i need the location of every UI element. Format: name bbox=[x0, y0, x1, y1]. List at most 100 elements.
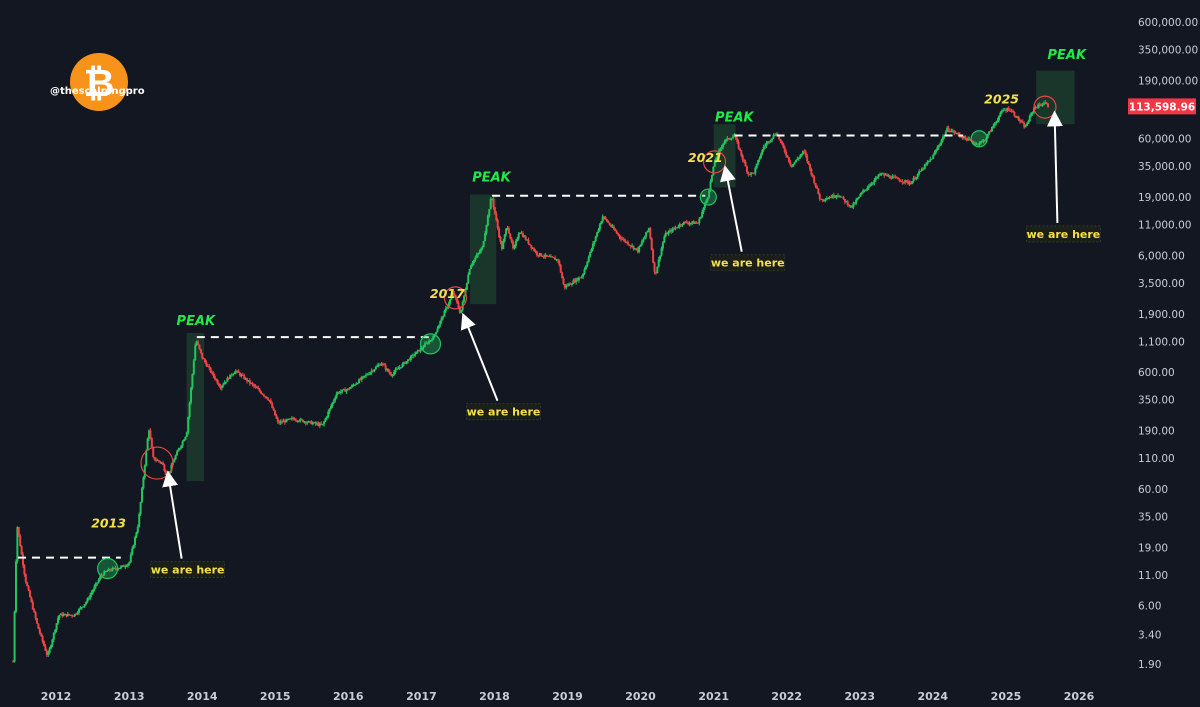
svg-text:₿: ₿ bbox=[84, 61, 115, 105]
candle-body bbox=[663, 236, 666, 243]
current-price-label: 113,598.96 bbox=[1129, 101, 1195, 113]
candle-body bbox=[804, 151, 807, 156]
candle-body bbox=[582, 273, 585, 277]
candle-body bbox=[824, 199, 827, 201]
candle-body bbox=[884, 174, 887, 176]
candle-body bbox=[390, 373, 393, 376]
candle-body bbox=[66, 613, 69, 617]
candle-body bbox=[771, 138, 774, 141]
candle-body bbox=[450, 296, 453, 300]
candle-body bbox=[99, 576, 102, 580]
candle-body bbox=[768, 141, 771, 143]
candle-body bbox=[751, 172, 754, 174]
candle-body bbox=[864, 189, 867, 191]
candle-body bbox=[185, 432, 188, 437]
candle-body bbox=[975, 143, 978, 145]
y-tick-label: 60.00 bbox=[1138, 484, 1168, 496]
candle-body bbox=[489, 198, 492, 210]
candle-body bbox=[411, 354, 414, 356]
candle-body bbox=[622, 239, 625, 241]
candle-body bbox=[313, 422, 316, 424]
candle-body bbox=[181, 441, 184, 446]
candle-body bbox=[174, 455, 177, 460]
candle-body bbox=[610, 225, 613, 227]
breakout-circle bbox=[699, 188, 717, 206]
candle-body bbox=[346, 388, 349, 390]
candle-body bbox=[153, 457, 156, 460]
candle-body bbox=[1045, 102, 1048, 104]
candle-body bbox=[370, 370, 373, 373]
candle-body bbox=[862, 190, 865, 193]
candle-body bbox=[401, 363, 404, 368]
candle-body bbox=[122, 565, 125, 567]
candle-body bbox=[1027, 120, 1030, 124]
candle-body bbox=[156, 460, 159, 462]
candle-body bbox=[877, 174, 880, 178]
candle-body bbox=[486, 215, 489, 226]
candle-body bbox=[530, 244, 533, 248]
candle-body bbox=[738, 148, 741, 151]
candle-body bbox=[337, 392, 340, 394]
x-tick-label: 2022 bbox=[771, 690, 802, 703]
candle-body bbox=[943, 135, 946, 137]
y-tick-label: 350.00 bbox=[1138, 395, 1175, 407]
candle-body bbox=[258, 389, 261, 392]
candle-body bbox=[388, 371, 391, 374]
candle-body bbox=[418, 350, 421, 352]
candle-body bbox=[615, 231, 618, 234]
candle-body bbox=[213, 376, 216, 380]
candle-body bbox=[289, 418, 292, 420]
callout-box bbox=[150, 561, 226, 578]
candle-body bbox=[841, 196, 844, 198]
candle-body bbox=[951, 130, 954, 132]
candle-body bbox=[989, 131, 992, 133]
candle-body bbox=[442, 316, 445, 318]
current-price-badge bbox=[1128, 98, 1196, 115]
y-tick-label: 6,000.00 bbox=[1138, 250, 1185, 262]
candle-body bbox=[456, 297, 459, 303]
candle-body bbox=[1038, 104, 1041, 106]
candle-body bbox=[93, 586, 96, 591]
candle-body bbox=[649, 228, 652, 239]
candle-body bbox=[115, 568, 118, 570]
candle-body bbox=[85, 602, 88, 605]
candle-body bbox=[45, 650, 48, 655]
candle-body bbox=[870, 183, 873, 185]
candle-body bbox=[208, 366, 211, 368]
candle-body bbox=[556, 259, 559, 261]
y-tick-label: 19,000.00 bbox=[1138, 192, 1191, 204]
candle-body bbox=[955, 132, 958, 134]
y-tick-label: 110.00 bbox=[1138, 453, 1175, 465]
candle-body bbox=[183, 439, 186, 442]
candle-body bbox=[425, 342, 428, 344]
candle-body bbox=[584, 265, 587, 270]
candle-body bbox=[386, 369, 389, 371]
candle-body bbox=[618, 234, 621, 238]
candle-body bbox=[947, 127, 950, 131]
candle-body bbox=[831, 194, 834, 198]
candle-body bbox=[562, 278, 565, 285]
candle-body bbox=[646, 230, 649, 233]
candle-body bbox=[901, 181, 904, 183]
candle-body bbox=[670, 230, 673, 232]
candle-body bbox=[206, 365, 209, 367]
candle-body bbox=[184, 436, 187, 440]
candle-body bbox=[1009, 110, 1012, 112]
candle-body bbox=[274, 410, 277, 416]
candle-body bbox=[211, 372, 214, 374]
candle-body bbox=[572, 280, 575, 284]
candle-body bbox=[344, 389, 347, 392]
candle-body bbox=[68, 613, 71, 615]
candle-body bbox=[640, 241, 643, 245]
candle-body bbox=[598, 224, 601, 230]
candle-body bbox=[873, 179, 876, 183]
breakout-circle bbox=[97, 557, 119, 580]
candle-body bbox=[321, 424, 324, 426]
candle-body bbox=[909, 183, 912, 185]
candle-body bbox=[799, 155, 802, 158]
candle-body bbox=[932, 154, 935, 159]
candle-body bbox=[241, 374, 244, 376]
candle-body bbox=[990, 126, 993, 132]
candle-body bbox=[139, 502, 142, 515]
breakout-circle bbox=[970, 130, 988, 148]
